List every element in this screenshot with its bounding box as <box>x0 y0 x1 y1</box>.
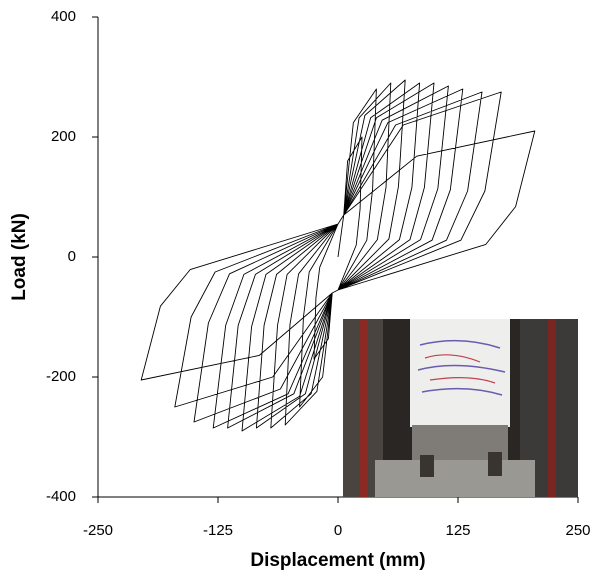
photo-crack-marks <box>417 339 506 396</box>
photo-specimen <box>410 319 510 427</box>
plot-area: -400 -200 0 200 400 -250 -125 0 125 250 <box>46 8 591 539</box>
x-tick-label: -250 <box>83 522 113 539</box>
photo-base <box>375 460 535 497</box>
hysteresis-curve <box>140 79 536 432</box>
inset-photo <box>343 319 578 497</box>
photo-column-red <box>548 319 556 497</box>
y-axis-title: Load (kN) <box>9 213 30 301</box>
photo-rebar <box>488 452 502 476</box>
y-tick-label: -200 <box>46 368 76 385</box>
y-tick-label: 400 <box>51 8 76 25</box>
y-tick-label: 0 <box>68 248 76 265</box>
photo-crack-marks <box>424 354 496 384</box>
y-tick-label: 200 <box>51 128 76 145</box>
x-tick-label: 250 <box>565 522 590 539</box>
photo-rebar <box>420 455 434 477</box>
x-axis-title: Displacement (mm) <box>250 550 425 571</box>
photo-column-red <box>360 319 368 497</box>
x-tick-label: 0 <box>334 522 342 539</box>
x-tick-label: 125 <box>445 522 470 539</box>
y-tick-label: -400 <box>46 488 76 505</box>
x-tick-label: -125 <box>203 522 233 539</box>
